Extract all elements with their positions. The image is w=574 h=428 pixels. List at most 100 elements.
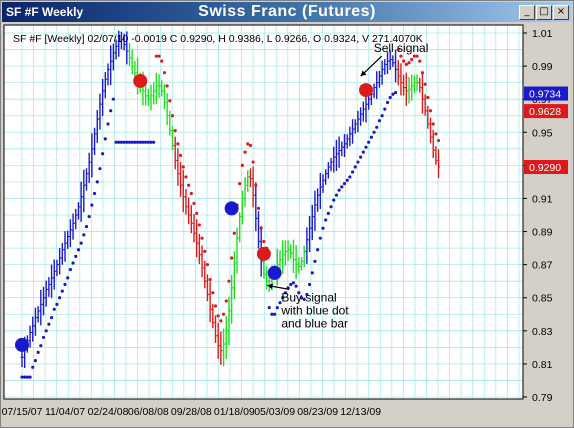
annotation-text: with blue dot bbox=[280, 303, 349, 317]
stop-dot bbox=[415, 54, 419, 58]
close-button[interactable]: × bbox=[553, 5, 569, 20]
stop-dot bbox=[87, 215, 91, 219]
stop-dot bbox=[302, 297, 306, 301]
stop-dot bbox=[278, 301, 282, 305]
stop-dot bbox=[39, 344, 43, 348]
stop-dot bbox=[404, 62, 408, 67]
stop-dot bbox=[340, 185, 344, 189]
stop-dot bbox=[256, 206, 261, 210]
stop-dot bbox=[74, 254, 78, 258]
stop-dot bbox=[426, 95, 430, 100]
stop-dot bbox=[135, 140, 140, 144]
stop-dot bbox=[208, 277, 212, 282]
stop-dot bbox=[224, 299, 228, 303]
red-signal-dot bbox=[359, 83, 373, 98]
price-label-box bbox=[524, 104, 568, 119]
stop-dot bbox=[168, 99, 172, 103]
stop-dot bbox=[369, 135, 373, 139]
stop-dot bbox=[138, 140, 142, 144]
stop-dot bbox=[160, 59, 164, 63]
stop-dot bbox=[418, 59, 422, 63]
stop-dot bbox=[157, 54, 161, 58]
window-title: SF #F Weekly bbox=[6, 5, 84, 19]
stop-dot bbox=[332, 198, 336, 202]
stop-dot bbox=[76, 248, 81, 252]
stop-dot bbox=[200, 236, 204, 240]
stop-dot bbox=[219, 319, 223, 323]
stop-dot bbox=[291, 281, 296, 285]
stop-dot bbox=[127, 140, 132, 144]
stop-dot bbox=[92, 191, 97, 196]
stop-dot bbox=[178, 153, 183, 158]
x-tick-label: 01/18/09 bbox=[214, 406, 255, 418]
stop-dot bbox=[342, 181, 347, 186]
x-axis: 07/15/07 11/04/07 02/24/08 06/08/08 09/28/08… bbox=[2, 406, 382, 418]
stop-dot bbox=[211, 291, 215, 295]
stop-dot bbox=[192, 201, 196, 206]
stop-dot bbox=[170, 114, 175, 118]
price-label-box bbox=[524, 86, 568, 101]
annotation-arrowhead bbox=[267, 283, 274, 290]
x-tick-label: 02/24/08 bbox=[88, 406, 129, 418]
stop-dot bbox=[294, 284, 298, 288]
stop-dot bbox=[372, 130, 376, 134]
stop-dot bbox=[321, 226, 325, 230]
title-bar[interactable]: SF #F Weekly Swiss Franc (Futures) _ □ × bbox=[2, 2, 572, 22]
stop-dot bbox=[375, 125, 379, 129]
stop-dot bbox=[246, 142, 250, 146]
stop-dot bbox=[393, 90, 398, 95]
stop-dot bbox=[361, 150, 365, 154]
stop-dot bbox=[176, 142, 180, 146]
stop-dot bbox=[334, 193, 339, 197]
stop-dot bbox=[205, 263, 210, 267]
price-bars bbox=[20, 30, 441, 368]
stop-dot bbox=[84, 224, 89, 229]
stop-dot bbox=[90, 203, 94, 207]
stop-dot bbox=[402, 59, 406, 63]
stop-dot bbox=[79, 241, 83, 245]
price-label: 0.9290 bbox=[529, 162, 561, 174]
x-tick-label: 08/23/09 bbox=[297, 406, 338, 418]
maximize-button[interactable]: □ bbox=[536, 5, 552, 20]
x-tick-label: 11/04/07 bbox=[45, 406, 85, 418]
stop-dot bbox=[318, 236, 322, 240]
stop-dot bbox=[82, 233, 86, 237]
stop-dot bbox=[428, 109, 433, 113]
ohlc-header: SF #F [Weekly] 02/07/10 -0.0019 C 0.9290… bbox=[13, 33, 423, 45]
annotation-text: and blue bar bbox=[281, 316, 348, 330]
minimize-button[interactable]: _ bbox=[519, 5, 535, 20]
stop-dot bbox=[316, 248, 320, 252]
stop-dot bbox=[173, 129, 177, 133]
stop-dot bbox=[267, 306, 271, 310]
stop-dot bbox=[399, 54, 403, 58]
blue-signal-dot bbox=[267, 265, 282, 280]
stop-dot bbox=[197, 223, 201, 227]
stop-dot bbox=[47, 322, 51, 326]
stop-dot bbox=[238, 181, 242, 186]
stop-dot bbox=[221, 312, 226, 316]
stop-dot bbox=[125, 140, 129, 144]
stop-dot bbox=[356, 160, 360, 164]
price-label: 0.9628 bbox=[529, 106, 561, 118]
stop-dot bbox=[243, 150, 247, 154]
stop-dot bbox=[20, 375, 24, 379]
stop-dot bbox=[154, 54, 158, 58]
stop-dot bbox=[270, 312, 274, 316]
stop-dot bbox=[44, 329, 48, 333]
stop-dot bbox=[275, 306, 279, 310]
stop-dot bbox=[313, 259, 317, 263]
plot-border bbox=[3, 24, 524, 400]
x-tick-label: 12/13/09 bbox=[340, 406, 381, 418]
red-signal-dot bbox=[133, 73, 148, 88]
stop-dot bbox=[122, 140, 126, 144]
stop-dot bbox=[152, 140, 156, 144]
stop-dot bbox=[251, 160, 255, 164]
stop-dot bbox=[71, 261, 75, 265]
stop-dot bbox=[109, 109, 113, 113]
stop-dot bbox=[423, 82, 427, 86]
stop-dot bbox=[41, 335, 46, 340]
stop-dot bbox=[28, 375, 32, 379]
x-tick-label: 09/28/08 bbox=[171, 406, 212, 418]
y-tick-label: 0.79 bbox=[532, 392, 553, 404]
